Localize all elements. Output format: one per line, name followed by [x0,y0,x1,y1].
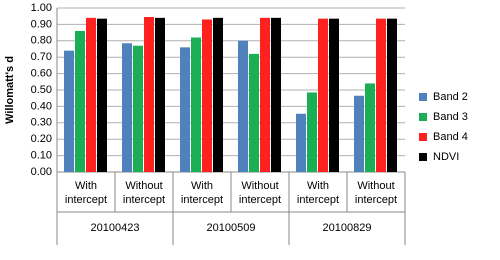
y-tick-label: 0.20 [31,133,52,145]
y-tick-label: 0.00 [31,166,52,178]
group-label: 20100829 [323,222,372,234]
y-tick-label: 0.60 [31,68,52,80]
bar [376,18,386,172]
legend-swatch [419,93,427,101]
bar [329,18,339,172]
bar [249,53,259,172]
bar [75,30,85,173]
y-axis-label: Willomatt's d [4,56,16,124]
bar [260,17,270,173]
legend-label: Band 4 [433,131,468,143]
bar [238,40,248,172]
y-tick-label: 0.80 [31,35,52,47]
y-tick-label: 0.50 [31,84,52,96]
legend-label: Band 2 [433,91,468,103]
x-tick-label: Without intercept [239,180,281,206]
x-tick-label: With intercept [65,180,107,206]
legend-swatch [419,113,427,121]
bar [86,17,96,173]
x-tick-label: With intercept [181,180,223,206]
bar [122,43,132,173]
bar [213,17,223,173]
y-tick-label: 0.70 [31,51,52,63]
legend-label: Band 3 [433,111,468,123]
bar [155,17,165,173]
y-tick-label: 0.30 [31,117,52,129]
bar [354,95,364,172]
bar [64,50,74,172]
y-tick-label: 0.90 [31,18,52,30]
legend-swatch [419,133,427,141]
bar [144,17,154,172]
bar [387,18,397,172]
x-tick-label: With intercept [297,180,339,206]
bar [271,17,281,173]
y-tick-label: 0.40 [31,100,52,112]
bar [97,18,107,172]
legend-label: NDVI [433,151,459,163]
x-tick-label: Without intercept [123,180,165,206]
bar [191,37,201,172]
bar [202,19,212,173]
y-tick-label: 0.10 [31,150,52,162]
bar [318,18,328,172]
bar [365,83,375,172]
group-label: 20100509 [207,222,256,234]
group-label: 20100423 [91,222,140,234]
bar [180,47,190,172]
bar [307,92,317,172]
y-tick-label: 1.00 [31,2,52,14]
legend-swatch [419,153,427,161]
bar [296,113,306,172]
x-tick-label: Without intercept [355,180,397,206]
bar [133,45,143,172]
